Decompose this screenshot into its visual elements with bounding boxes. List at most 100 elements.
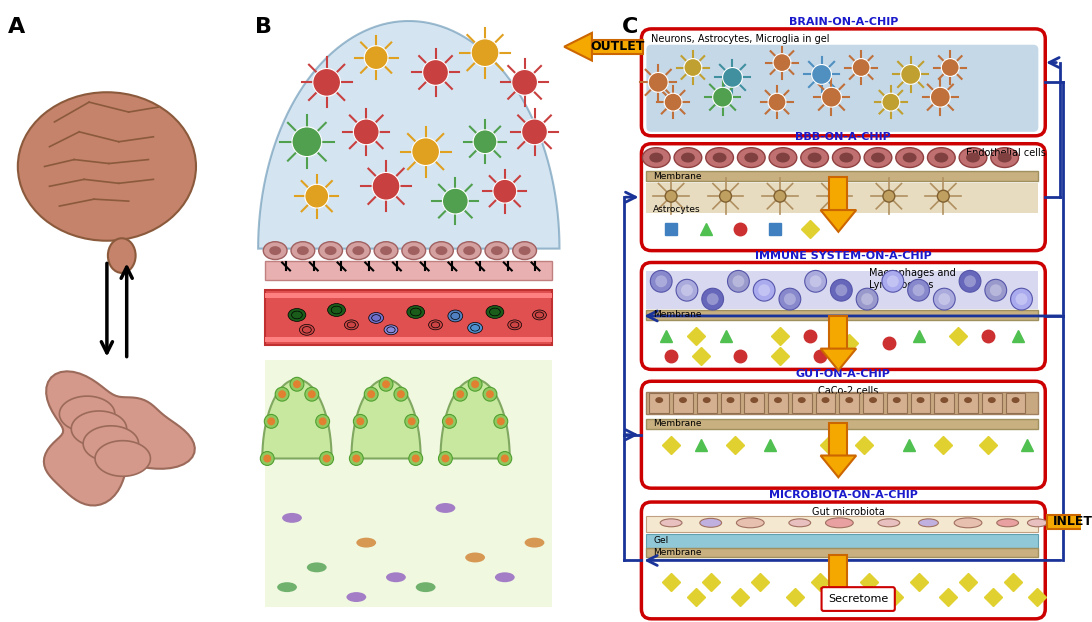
Bar bbox=[830, 423, 847, 455]
Circle shape bbox=[468, 378, 482, 391]
Bar bbox=[265, 360, 553, 607]
Text: Gut microbiota: Gut microbiota bbox=[812, 507, 885, 517]
Bar bbox=[646, 516, 1038, 532]
Polygon shape bbox=[44, 371, 194, 506]
Circle shape bbox=[494, 414, 508, 429]
Ellipse shape bbox=[519, 246, 531, 255]
Circle shape bbox=[446, 417, 453, 425]
Circle shape bbox=[930, 87, 950, 107]
Circle shape bbox=[305, 184, 329, 208]
Circle shape bbox=[830, 279, 852, 301]
Ellipse shape bbox=[703, 397, 711, 403]
Circle shape bbox=[829, 190, 841, 202]
Bar bbox=[646, 534, 1038, 547]
Circle shape bbox=[779, 288, 800, 310]
Ellipse shape bbox=[959, 147, 987, 167]
Text: Endothelial cells: Endothelial cells bbox=[966, 147, 1046, 158]
Circle shape bbox=[938, 293, 950, 305]
Circle shape bbox=[439, 452, 452, 465]
Ellipse shape bbox=[299, 324, 314, 335]
Circle shape bbox=[882, 93, 900, 111]
Circle shape bbox=[305, 388, 319, 401]
Circle shape bbox=[887, 276, 899, 287]
Ellipse shape bbox=[429, 242, 453, 259]
Circle shape bbox=[989, 284, 1001, 296]
Text: INLET: INLET bbox=[1053, 516, 1092, 528]
Circle shape bbox=[768, 93, 786, 111]
Circle shape bbox=[758, 284, 770, 296]
Circle shape bbox=[723, 68, 743, 87]
Circle shape bbox=[353, 455, 360, 462]
Circle shape bbox=[733, 276, 745, 287]
Ellipse shape bbox=[679, 397, 687, 403]
Bar bbox=[673, 393, 693, 413]
Text: IMMUNE SYSTEM-ON-A-CHIP: IMMUNE SYSTEM-ON-A-CHIP bbox=[755, 251, 931, 261]
Ellipse shape bbox=[463, 246, 475, 255]
Polygon shape bbox=[820, 210, 856, 232]
Text: Membrane: Membrane bbox=[653, 172, 702, 181]
FancyBboxPatch shape bbox=[641, 262, 1045, 369]
Circle shape bbox=[498, 452, 512, 465]
Polygon shape bbox=[352, 379, 420, 458]
Ellipse shape bbox=[384, 325, 397, 335]
Circle shape bbox=[456, 390, 464, 398]
Circle shape bbox=[655, 276, 667, 287]
Ellipse shape bbox=[448, 310, 463, 322]
Ellipse shape bbox=[737, 147, 765, 167]
Ellipse shape bbox=[903, 152, 916, 162]
Bar bbox=[830, 555, 847, 588]
Ellipse shape bbox=[840, 152, 853, 162]
Circle shape bbox=[322, 455, 331, 462]
FancyBboxPatch shape bbox=[821, 587, 894, 611]
Bar bbox=[1006, 393, 1025, 413]
Ellipse shape bbox=[788, 519, 810, 527]
Ellipse shape bbox=[808, 152, 821, 162]
Bar bbox=[840, 393, 859, 413]
Bar bbox=[863, 393, 883, 413]
Ellipse shape bbox=[826, 518, 853, 528]
Ellipse shape bbox=[990, 147, 1019, 167]
Ellipse shape bbox=[798, 397, 806, 403]
Ellipse shape bbox=[328, 304, 345, 317]
Circle shape bbox=[883, 190, 894, 202]
Circle shape bbox=[453, 388, 467, 401]
Circle shape bbox=[501, 455, 509, 462]
Bar bbox=[265, 337, 553, 341]
FancyBboxPatch shape bbox=[641, 502, 1045, 619]
Ellipse shape bbox=[713, 152, 726, 162]
Ellipse shape bbox=[380, 246, 392, 255]
Bar bbox=[646, 310, 1038, 320]
Ellipse shape bbox=[800, 147, 829, 167]
Bar bbox=[646, 419, 1038, 429]
FancyBboxPatch shape bbox=[641, 381, 1045, 488]
Ellipse shape bbox=[263, 242, 287, 259]
Circle shape bbox=[862, 293, 873, 305]
Circle shape bbox=[486, 390, 494, 398]
Ellipse shape bbox=[1028, 519, 1047, 527]
Ellipse shape bbox=[726, 397, 735, 403]
Ellipse shape bbox=[655, 397, 663, 403]
Text: Membrane: Membrane bbox=[653, 548, 702, 557]
Bar bbox=[646, 392, 1038, 414]
Circle shape bbox=[483, 388, 497, 401]
Bar bbox=[646, 271, 1038, 309]
Circle shape bbox=[412, 455, 419, 462]
Ellipse shape bbox=[467, 322, 483, 333]
Bar bbox=[650, 393, 669, 413]
Text: Secretome: Secretome bbox=[828, 594, 888, 604]
Circle shape bbox=[1016, 293, 1028, 305]
Circle shape bbox=[394, 388, 407, 401]
Ellipse shape bbox=[966, 152, 980, 162]
Circle shape bbox=[720, 190, 732, 202]
Bar bbox=[265, 290, 553, 345]
Circle shape bbox=[316, 414, 330, 429]
Ellipse shape bbox=[288, 309, 306, 322]
Circle shape bbox=[959, 271, 981, 292]
Circle shape bbox=[268, 417, 275, 425]
Ellipse shape bbox=[346, 242, 370, 259]
Ellipse shape bbox=[893, 397, 901, 403]
Circle shape bbox=[713, 87, 733, 107]
FancyBboxPatch shape bbox=[641, 29, 1045, 136]
Circle shape bbox=[275, 388, 289, 401]
Polygon shape bbox=[440, 379, 510, 458]
